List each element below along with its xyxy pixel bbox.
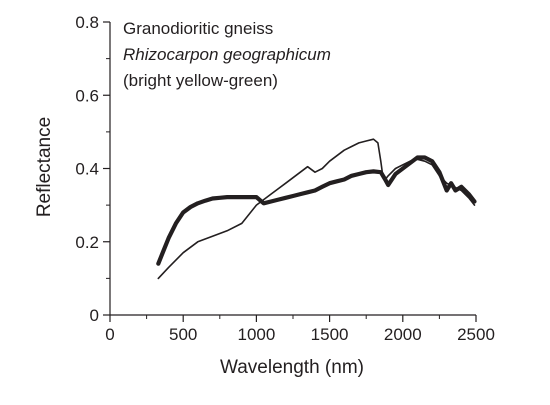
- annotation-lichen-color: (bright yellow-green): [123, 71, 278, 90]
- y-tick-label: 0.6: [75, 86, 99, 105]
- y-axis-label: Reflectance: [34, 117, 55, 217]
- annotation-lichen-species: Rhizocarpon geographicum: [123, 45, 331, 64]
- series-line-thick: [156, 155, 477, 266]
- x-tick-label: 1000: [237, 325, 275, 344]
- x-tick-label: 0: [105, 325, 114, 344]
- x-axis-label: Wavelength (nm): [220, 357, 364, 378]
- series-line-thin: [157, 138, 476, 280]
- y-tick-label: 0: [90, 306, 99, 325]
- y-tick-label: 0.4: [75, 160, 99, 179]
- series-layer: [156, 138, 477, 280]
- annotation-block: Granodioritic gneiss Rhizocarpon geograp…: [123, 19, 331, 90]
- y-tick-label: 0.8: [75, 13, 99, 32]
- axes: 0 500 1000 1500 2000 2500 0 0.2 0.4 0.6 0.8: [75, 13, 495, 344]
- y-tick-label: 0.2: [75, 233, 99, 252]
- x-tick-label: 1500: [311, 325, 349, 344]
- annotation-rock-type: Granodioritic gneiss: [123, 19, 273, 38]
- x-tick-label: 2500: [457, 325, 495, 344]
- x-tick-label: 500: [169, 325, 197, 344]
- x-tick-label: 2000: [384, 325, 422, 344]
